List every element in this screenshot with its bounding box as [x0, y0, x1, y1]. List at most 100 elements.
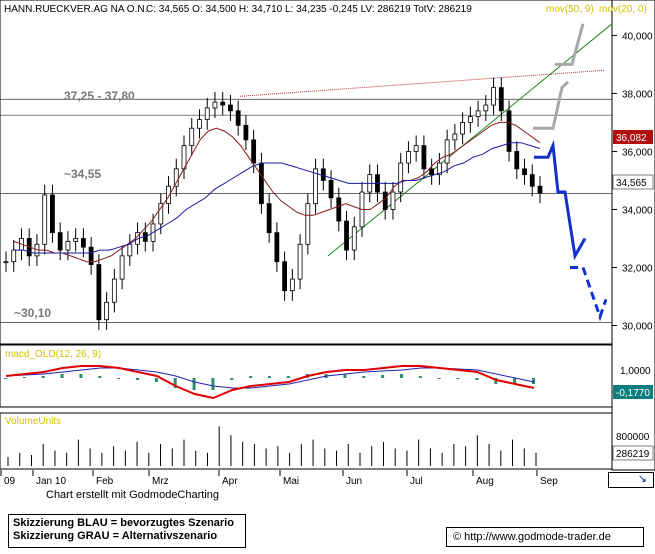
- arrow-icon: ↘: [637, 473, 647, 485]
- macd-value-badge: [613, 385, 653, 399]
- macd-hist-bar-13: [249, 376, 253, 378]
- candle-body-11: [88, 246, 94, 265]
- macd-hist-bar-8: [154, 378, 158, 382]
- candle-body-63: [491, 87, 496, 106]
- candle-body-45: [351, 226, 357, 251]
- time-label-2: Feb: [96, 476, 114, 487]
- macd-hist-bar-7: [136, 378, 139, 380]
- macd-hist-bar-25: [475, 378, 479, 380]
- candle-body-15: [119, 255, 125, 280]
- volume-title: VolumeUnits: [5, 416, 61, 427]
- time-label-7: Jul: [410, 476, 423, 487]
- time-label-1: Jan 10: [36, 476, 66, 487]
- candle-body-68: [529, 174, 535, 187]
- macd-hist-bar-27: [513, 378, 517, 384]
- current-price-label: 34,565: [616, 178, 647, 189]
- candle-body-50: [390, 191, 396, 210]
- macd-hist-bar-5: [98, 376, 102, 378]
- grey-scenario-step-1: [533, 80, 570, 130]
- legend-blue: Skizzierung BLAU = bevorzugtes Szenario: [13, 517, 234, 529]
- ma-label-2: mov(20, 0): [599, 4, 647, 15]
- candle-body-29: [228, 104, 233, 112]
- candle-body-37: [289, 278, 295, 292]
- candle-body-35: [274, 232, 280, 263]
- candle-body-1: [11, 249, 17, 263]
- moving-average-long: [14, 142, 541, 254]
- candle-body-43: [336, 197, 342, 222]
- macd-hist-bar-28: [532, 378, 535, 384]
- scenario-sketches: [533, 23, 608, 322]
- candle-body-20: [158, 203, 164, 225]
- ma-label-1: mov(50, 9): [546, 4, 594, 15]
- moving-average-short: [13, 121, 541, 263]
- macd-hist-bar-23: [437, 378, 441, 379]
- price-axis-panel: [611, 0, 655, 471]
- candle-body-31: [243, 124, 249, 141]
- time-label-6: Jun: [346, 476, 362, 487]
- candle-body-54: [421, 145, 427, 170]
- price-tick-label-0: 40,000: [622, 31, 653, 42]
- candle-body-67: [522, 168, 527, 176]
- volume-bars: [7, 426, 537, 466]
- candle-body-44: [344, 220, 349, 251]
- ma-value-label: 36,082: [616, 133, 647, 144]
- macd-hist-bar-6: [117, 378, 121, 379]
- macd-hist-bar-12: [230, 378, 234, 380]
- macd-hist-bar-1: [22, 377, 26, 378]
- candle-body-39: [305, 203, 311, 245]
- legend-grey: Skizzierung GRAU = Alternativszenario: [13, 530, 218, 542]
- candle-body-53: [413, 145, 419, 152]
- candle-body-40: [313, 168, 318, 205]
- ma-value-badge: [613, 130, 653, 144]
- price-axis-ticks: 40,000 38,000 36,000 34,000 32,000 30,000: [612, 31, 653, 332]
- candle-body-59: [460, 122, 466, 135]
- candle-body-30: [235, 110, 241, 126]
- volume-tick: 800000: [616, 432, 650, 443]
- candle-body-26: [204, 107, 210, 120]
- macd-tick-upper: 1,0000: [620, 366, 651, 377]
- candle-body-41: [320, 168, 326, 181]
- macd-hist-bar-4: [79, 374, 83, 378]
- candle-body-60: [467, 116, 473, 123]
- candle-body-12: [96, 264, 102, 321]
- candle-body-13: [104, 301, 110, 321]
- blue-scenario-projection: [570, 265, 608, 322]
- candle-body-34: [266, 203, 272, 234]
- macd-title: macd_OLD(12, 26, 9): [5, 349, 101, 360]
- candle-body-5: [42, 194, 48, 245]
- candle-body-33: [258, 162, 264, 205]
- uptrend-line: [327, 23, 613, 257]
- time-label-3: Mrz: [152, 476, 169, 487]
- volume-value-label: 286219: [616, 449, 650, 460]
- candle-body-69: [537, 185, 543, 194]
- corner-box[interactable]: ↘: [608, 472, 654, 488]
- horizontal-levels: [0, 98, 612, 323]
- time-label-0: 09: [4, 476, 16, 487]
- macd-value-label: -0,1770: [616, 388, 650, 399]
- candle-body-24: [189, 127, 195, 147]
- price-tick-label-4: 32,000: [622, 263, 653, 274]
- level-low-label: ~30,10: [14, 306, 51, 320]
- candle-body-0: [3, 261, 9, 264]
- candle-body-27: [212, 101, 218, 109]
- macd-hist-bar-24: [456, 378, 460, 379]
- candle-body-49: [382, 191, 388, 210]
- candle-body-8: [65, 240, 71, 251]
- time-axis: 09 Jan 10 Feb Mrz Apr Mai Jun Jul Aug Sep: [0, 470, 558, 487]
- volume-value-badge: [612, 445, 654, 461]
- level-mid-label: ~34,55: [64, 167, 101, 181]
- candle-body-10: [80, 238, 86, 248]
- macd-hist-bar-26: [494, 378, 498, 384]
- macd-hist-bar-21: [400, 374, 403, 378]
- candle-body-62: [483, 104, 489, 112]
- macd-hist-bar-14: [268, 376, 271, 378]
- candle-body-16: [127, 243, 133, 257]
- quote-line: C: 34,565 O: 34,500 H: 34,710 L: 34,235 …: [146, 4, 472, 15]
- candle-body-66: [514, 151, 520, 170]
- scenario-legend: Skizzierung BLAU = bevorzugtes Szenario …: [8, 514, 246, 548]
- macd-hist-bar-19: [362, 376, 366, 378]
- macd-hist-bar-10: [192, 378, 196, 390]
- copyright-link[interactable]: © http://www.godmode-trader.de: [446, 527, 644, 547]
- candle-body-6: [50, 194, 55, 234]
- zone-high-label: 37,25 - 37,80: [64, 89, 135, 103]
